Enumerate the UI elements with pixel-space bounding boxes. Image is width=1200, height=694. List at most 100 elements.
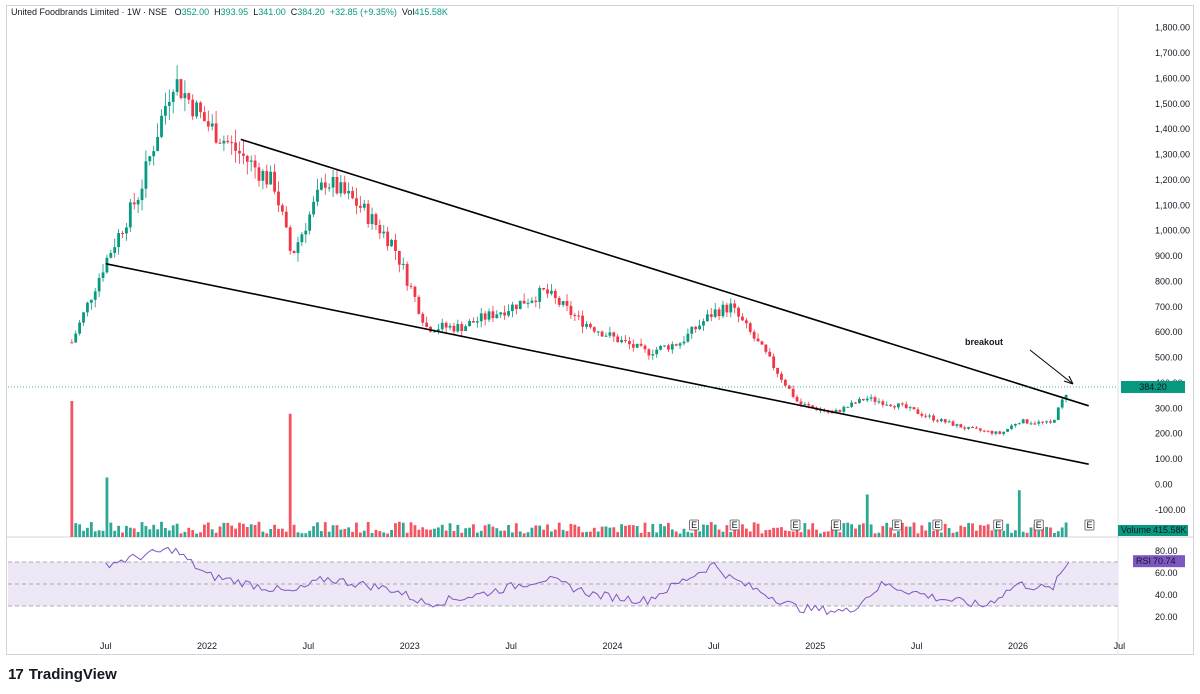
candle-down[interactable] bbox=[378, 225, 382, 234]
candle-up[interactable] bbox=[125, 227, 128, 234]
candle-up[interactable] bbox=[331, 177, 335, 188]
candle-up[interactable] bbox=[78, 322, 82, 334]
candle-up[interactable] bbox=[319, 182, 323, 190]
candle-down[interactable] bbox=[990, 430, 994, 434]
candle-down[interactable] bbox=[978, 428, 982, 431]
candle-down[interactable] bbox=[366, 203, 370, 225]
candle-down[interactable] bbox=[234, 142, 237, 151]
candle-up[interactable] bbox=[86, 302, 89, 313]
tradingview-brand[interactable]: 17 TradingView bbox=[8, 666, 117, 683]
candle-down[interactable] bbox=[592, 327, 596, 332]
candle-down[interactable] bbox=[1025, 419, 1029, 424]
candle-up[interactable] bbox=[561, 301, 565, 305]
candle-down[interactable] bbox=[323, 182, 327, 188]
candle-up[interactable] bbox=[928, 415, 932, 417]
candle-down[interactable] bbox=[417, 296, 421, 314]
candle-up[interactable] bbox=[183, 93, 187, 99]
candle-down[interactable] bbox=[214, 123, 218, 143]
candle-up[interactable] bbox=[160, 115, 163, 137]
candle-up[interactable] bbox=[1052, 419, 1056, 423]
candle-up[interactable] bbox=[433, 331, 436, 333]
candle-down[interactable] bbox=[612, 332, 616, 337]
candle-down[interactable] bbox=[780, 373, 783, 380]
candle-up[interactable] bbox=[327, 187, 331, 189]
candle-down[interactable] bbox=[752, 331, 756, 339]
candle-up[interactable] bbox=[1037, 421, 1041, 424]
candle-down[interactable] bbox=[1033, 423, 1037, 425]
candle-up[interactable] bbox=[869, 397, 873, 399]
candle-down[interactable] bbox=[873, 397, 877, 402]
earnings-marker[interactable] bbox=[1033, 519, 1044, 531]
candle-down[interactable] bbox=[826, 411, 830, 413]
candle-up[interactable] bbox=[686, 333, 690, 342]
candle-up[interactable] bbox=[526, 302, 530, 304]
candle-up[interactable] bbox=[908, 407, 912, 409]
candle-down[interactable] bbox=[932, 415, 935, 421]
candle-down[interactable] bbox=[425, 322, 429, 327]
candle-up[interactable] bbox=[803, 404, 807, 406]
candle-down[interactable] bbox=[565, 301, 569, 306]
candle-up[interactable] bbox=[144, 161, 148, 189]
candle-down[interactable] bbox=[1041, 421, 1045, 423]
candle-up[interactable] bbox=[308, 214, 312, 231]
candle-up[interactable] bbox=[136, 200, 140, 205]
candle-down[interactable] bbox=[631, 344, 635, 348]
candle-up[interactable] bbox=[850, 402, 854, 407]
candle-down[interactable] bbox=[943, 419, 947, 423]
candle-up[interactable] bbox=[370, 214, 374, 225]
candle-down[interactable] bbox=[514, 304, 518, 310]
candle-up[interactable] bbox=[1056, 407, 1060, 420]
candle-up[interactable] bbox=[390, 239, 393, 247]
candle-up[interactable] bbox=[1010, 425, 1013, 429]
candle-up[interactable] bbox=[269, 171, 273, 185]
candle-up[interactable] bbox=[468, 320, 471, 327]
candle-up[interactable] bbox=[518, 300, 522, 310]
candle-up[interactable] bbox=[109, 253, 113, 258]
candle-up[interactable] bbox=[1029, 423, 1033, 425]
candle-down[interactable] bbox=[694, 326, 698, 330]
candle-up[interactable] bbox=[113, 247, 117, 254]
candle-up[interactable] bbox=[156, 136, 160, 152]
candle-down[interactable] bbox=[624, 340, 627, 342]
candle-down[interactable] bbox=[854, 402, 857, 404]
candle-down[interactable] bbox=[881, 401, 885, 405]
candle-down[interactable] bbox=[343, 182, 347, 194]
candle-down[interactable] bbox=[776, 367, 779, 374]
earnings-marker[interactable] bbox=[1084, 519, 1095, 531]
candle-down[interactable] bbox=[534, 300, 538, 302]
candle-up[interactable] bbox=[261, 171, 265, 181]
candle-down[interactable] bbox=[760, 341, 764, 345]
candle-down[interactable] bbox=[772, 356, 776, 368]
candle-down[interactable] bbox=[573, 314, 577, 316]
candle-up[interactable] bbox=[464, 326, 468, 332]
candle-up[interactable] bbox=[846, 406, 850, 408]
candle-down[interactable] bbox=[121, 233, 124, 235]
candle-up[interactable] bbox=[842, 406, 846, 412]
candle-up[interactable] bbox=[596, 331, 600, 333]
candle-down[interactable] bbox=[741, 316, 744, 321]
candle-down[interactable] bbox=[257, 167, 261, 181]
candle-down[interactable] bbox=[733, 303, 737, 308]
candle-down[interactable] bbox=[397, 250, 401, 265]
candle-down[interactable] bbox=[709, 314, 713, 317]
candle-down[interactable] bbox=[557, 297, 561, 305]
candle-down[interactable] bbox=[768, 351, 772, 357]
candle-down[interactable] bbox=[795, 396, 799, 402]
candle-down[interactable] bbox=[405, 263, 409, 286]
candle-up[interactable] bbox=[167, 101, 171, 106]
candle-down[interactable] bbox=[756, 338, 760, 342]
candle-up[interactable] bbox=[1017, 423, 1021, 425]
candle-down[interactable] bbox=[413, 286, 417, 297]
candle-up[interactable] bbox=[608, 332, 612, 336]
candle-down[interactable] bbox=[191, 99, 195, 117]
candle-up[interactable] bbox=[729, 303, 733, 313]
candle-up[interactable] bbox=[74, 333, 78, 343]
candle-up[interactable] bbox=[1021, 419, 1025, 424]
candle-up[interactable] bbox=[939, 419, 943, 422]
candle-down[interactable] bbox=[241, 153, 245, 156]
candle-down[interactable] bbox=[744, 320, 748, 324]
candle-up[interactable] bbox=[499, 312, 503, 315]
candle-up[interactable] bbox=[140, 188, 144, 201]
candle-down[interactable] bbox=[717, 309, 721, 317]
candle-up[interactable] bbox=[210, 123, 214, 127]
